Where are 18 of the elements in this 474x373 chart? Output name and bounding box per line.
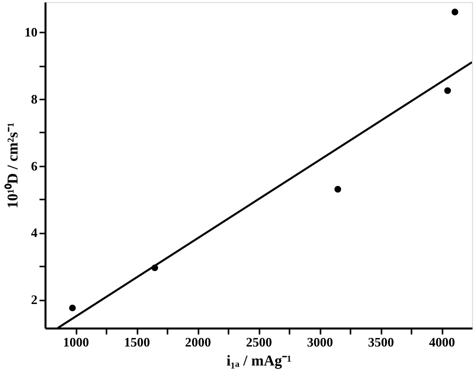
y-tick-label: 10 [24,24,38,40]
point [334,186,342,193]
x-tick-label: 1500 [124,334,150,350]
y-tick-label: 8 [31,91,38,106]
x-tick-label: 3000 [307,334,333,350]
x-tick-label: 3500 [368,334,394,350]
x-tick-label: 4000 [429,334,455,350]
x-tick-label: 2000 [185,334,211,350]
y-tick-label: 6 [31,158,38,174]
x-tick-label: 1000 [63,334,89,350]
point [452,8,458,16]
point [444,87,451,94]
x-tick-label: 2500 [246,334,272,350]
point [69,304,76,312]
y-tick-label: 2 [31,292,38,308]
y-axis-title: 10¹⁰D / cm²s⁻¹ [4,122,22,208]
x-axis-title: i₁ₐ / mAg⁻¹ [226,354,292,370]
y-tick-label: 4 [31,225,38,240]
